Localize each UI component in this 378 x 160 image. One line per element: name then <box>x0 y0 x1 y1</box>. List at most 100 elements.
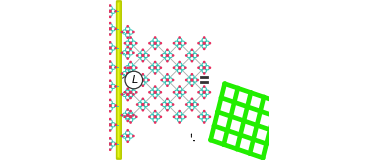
Circle shape <box>109 124 111 126</box>
Text: L: L <box>132 75 138 85</box>
Circle shape <box>130 42 132 44</box>
Circle shape <box>110 149 111 150</box>
Circle shape <box>262 95 266 99</box>
Circle shape <box>191 85 192 86</box>
Circle shape <box>121 31 122 33</box>
Circle shape <box>121 115 122 116</box>
Circle shape <box>136 104 138 105</box>
Circle shape <box>133 73 134 74</box>
Circle shape <box>127 31 129 33</box>
FancyBboxPatch shape <box>118 3 119 157</box>
Circle shape <box>121 73 122 74</box>
Circle shape <box>130 122 131 123</box>
Circle shape <box>130 110 131 112</box>
Circle shape <box>142 110 144 111</box>
Circle shape <box>142 60 144 62</box>
Circle shape <box>104 67 105 68</box>
Circle shape <box>110 53 111 54</box>
Circle shape <box>174 92 175 93</box>
Circle shape <box>127 46 129 48</box>
Circle shape <box>272 114 276 117</box>
Circle shape <box>127 88 129 89</box>
Circle shape <box>198 67 199 68</box>
Circle shape <box>127 58 129 59</box>
Circle shape <box>186 79 187 81</box>
Circle shape <box>179 122 180 123</box>
Circle shape <box>130 91 132 93</box>
Circle shape <box>124 67 125 68</box>
Circle shape <box>115 47 116 49</box>
Circle shape <box>204 48 205 50</box>
Circle shape <box>166 79 168 81</box>
Circle shape <box>110 61 111 62</box>
FancyArrowPatch shape <box>122 75 136 78</box>
Circle shape <box>191 74 192 75</box>
Circle shape <box>172 79 174 81</box>
Circle shape <box>191 49 192 50</box>
Circle shape <box>191 79 193 81</box>
Circle shape <box>127 73 129 75</box>
Circle shape <box>133 52 134 53</box>
Circle shape <box>204 122 205 123</box>
Circle shape <box>110 22 111 24</box>
Circle shape <box>155 73 156 74</box>
Circle shape <box>236 86 240 90</box>
Circle shape <box>232 100 236 104</box>
Circle shape <box>127 141 129 142</box>
Circle shape <box>136 55 138 56</box>
Circle shape <box>133 31 134 33</box>
Circle shape <box>160 116 161 117</box>
Circle shape <box>166 104 168 105</box>
Circle shape <box>148 55 149 56</box>
Circle shape <box>265 142 268 146</box>
Circle shape <box>104 105 105 106</box>
Circle shape <box>121 52 122 53</box>
Circle shape <box>204 110 205 112</box>
Circle shape <box>235 147 239 151</box>
Circle shape <box>252 138 255 141</box>
Circle shape <box>109 10 111 12</box>
Circle shape <box>246 105 249 108</box>
Circle shape <box>154 91 156 93</box>
Circle shape <box>149 43 150 44</box>
Circle shape <box>191 55 193 56</box>
Circle shape <box>127 93 129 95</box>
Circle shape <box>198 92 199 93</box>
Circle shape <box>124 116 125 117</box>
Circle shape <box>133 135 134 137</box>
Circle shape <box>110 80 111 81</box>
Circle shape <box>124 43 125 44</box>
FancyBboxPatch shape <box>117 1 121 159</box>
Circle shape <box>198 43 199 44</box>
Circle shape <box>179 61 180 63</box>
Circle shape <box>186 55 187 56</box>
Circle shape <box>212 124 216 128</box>
Circle shape <box>155 48 156 50</box>
Circle shape <box>109 66 111 68</box>
Circle shape <box>130 116 132 118</box>
Circle shape <box>110 130 111 131</box>
Circle shape <box>185 43 186 44</box>
Circle shape <box>115 124 116 125</box>
Circle shape <box>110 138 111 139</box>
Circle shape <box>136 116 137 117</box>
Circle shape <box>204 37 205 38</box>
Circle shape <box>142 85 144 86</box>
Circle shape <box>130 61 131 63</box>
Circle shape <box>109 28 111 30</box>
Circle shape <box>174 67 175 68</box>
Circle shape <box>191 98 192 100</box>
Circle shape <box>149 92 150 93</box>
Circle shape <box>155 61 156 63</box>
Circle shape <box>155 97 156 99</box>
Circle shape <box>174 116 175 117</box>
Circle shape <box>160 43 161 44</box>
Circle shape <box>191 110 192 111</box>
Circle shape <box>110 42 111 43</box>
Circle shape <box>110 111 111 112</box>
Circle shape <box>209 138 212 142</box>
Circle shape <box>155 110 156 112</box>
Circle shape <box>127 79 129 80</box>
Circle shape <box>179 86 180 87</box>
Circle shape <box>154 67 156 69</box>
